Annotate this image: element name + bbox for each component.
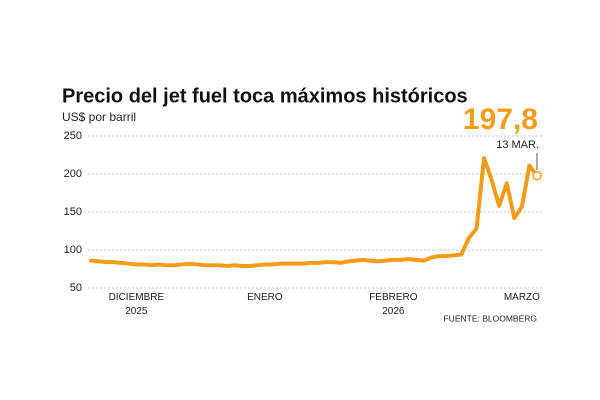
chart-title: Precio del jet fuel toca máximos históri… (62, 85, 468, 107)
annotation-date: 13 MAR. (496, 139, 539, 151)
subtitle: US$ por barril (62, 110, 136, 124)
x-tick-label: FEBRERO 2026 (369, 292, 418, 317)
annotation-value: 197,8 (463, 103, 538, 136)
y-tick-label: 50 (70, 282, 82, 294)
y-tick-label: 250 (64, 130, 82, 142)
y-tick-label: 200 (64, 168, 82, 180)
y-tick-label: 150 (64, 206, 82, 218)
x-tick-label: DICIEMBRE 2025 (108, 292, 165, 317)
line (89, 156, 539, 268)
x-tick-label: MARZO (503, 292, 540, 303)
x-tick-label: ENERO (247, 292, 283, 303)
source: FUENTE: BLOOMBERG (443, 313, 537, 323)
y-tick-label: 100 (64, 244, 82, 256)
end-marker (532, 170, 542, 181)
